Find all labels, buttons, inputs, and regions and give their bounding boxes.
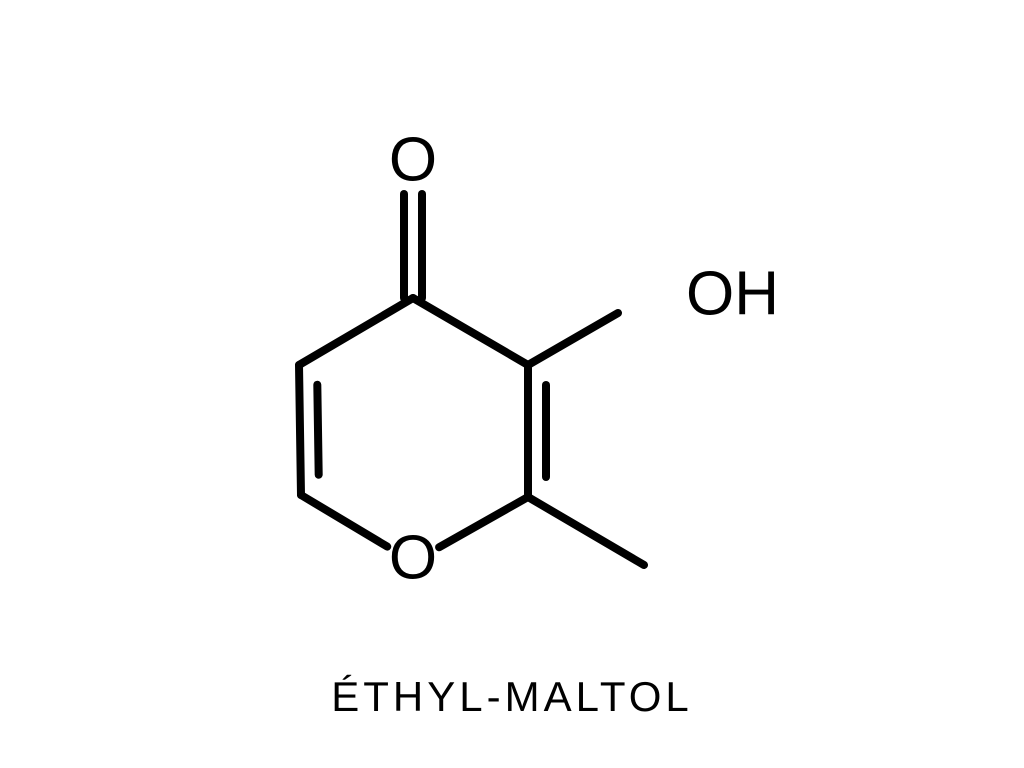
atom-label-o: O	[389, 125, 437, 194]
atom-label-o: O	[389, 523, 437, 592]
double-bond-inner	[317, 385, 318, 475]
bond	[299, 365, 301, 495]
atom-label-oh: OH	[686, 259, 779, 328]
chemical-structure-diagram: O O OH ÉTHYL-MALTOL	[0, 0, 1024, 768]
compound-name: ÉTHYL-MALTOL	[331, 673, 693, 720]
